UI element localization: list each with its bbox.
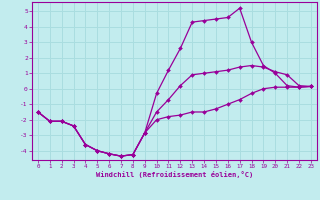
X-axis label: Windchill (Refroidissement éolien,°C): Windchill (Refroidissement éolien,°C)	[96, 171, 253, 178]
